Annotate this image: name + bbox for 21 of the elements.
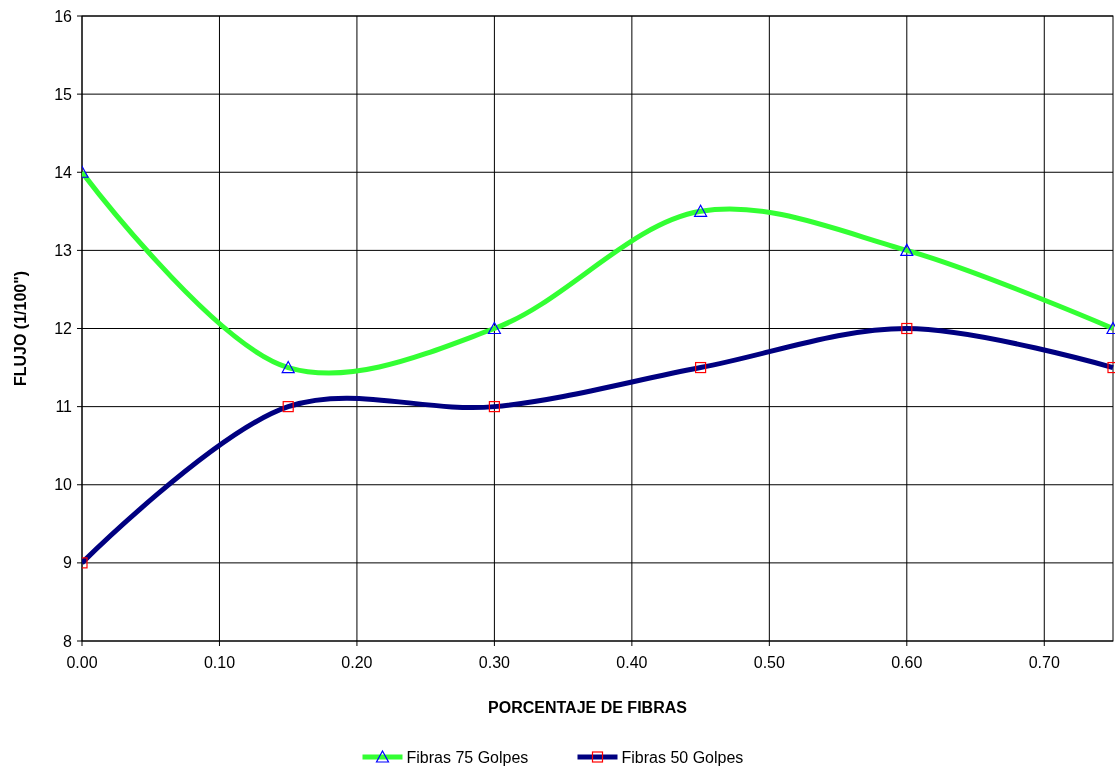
x-tick-label: 0.10 [203,654,236,671]
x-axis-title: PORCENTAJE DE FIBRAS [488,699,688,716]
x-tick-label: 0.70 [1028,654,1060,671]
x-tick-label: 0.00 [66,654,98,671]
y-tick-label: 13 [54,241,73,259]
x-tick-label: 0.40 [616,654,648,671]
y-tick-label: 8 [63,632,73,650]
y-tick-label: 11 [55,398,73,416]
y-tick-label: 16 [54,7,73,25]
x-tick-label: 0.60 [891,654,923,671]
y-tick-label: 12 [54,320,73,338]
x-tick-label: 0.20 [341,654,373,671]
x-tick-label: 0.50 [753,654,786,671]
y-tick-label: 9 [63,554,73,572]
y-axis-title: FLUJO (1/100") [12,270,29,387]
y-tick-label: 14 [54,163,73,181]
y-tick-label: 10 [54,476,73,494]
legend-label: Fibras 50 Golpes [621,748,744,766]
legend-label: Fibras 75 Golpes [406,748,529,766]
y-tick-label: 15 [54,85,73,103]
x-tick-label: 0.30 [478,654,511,671]
